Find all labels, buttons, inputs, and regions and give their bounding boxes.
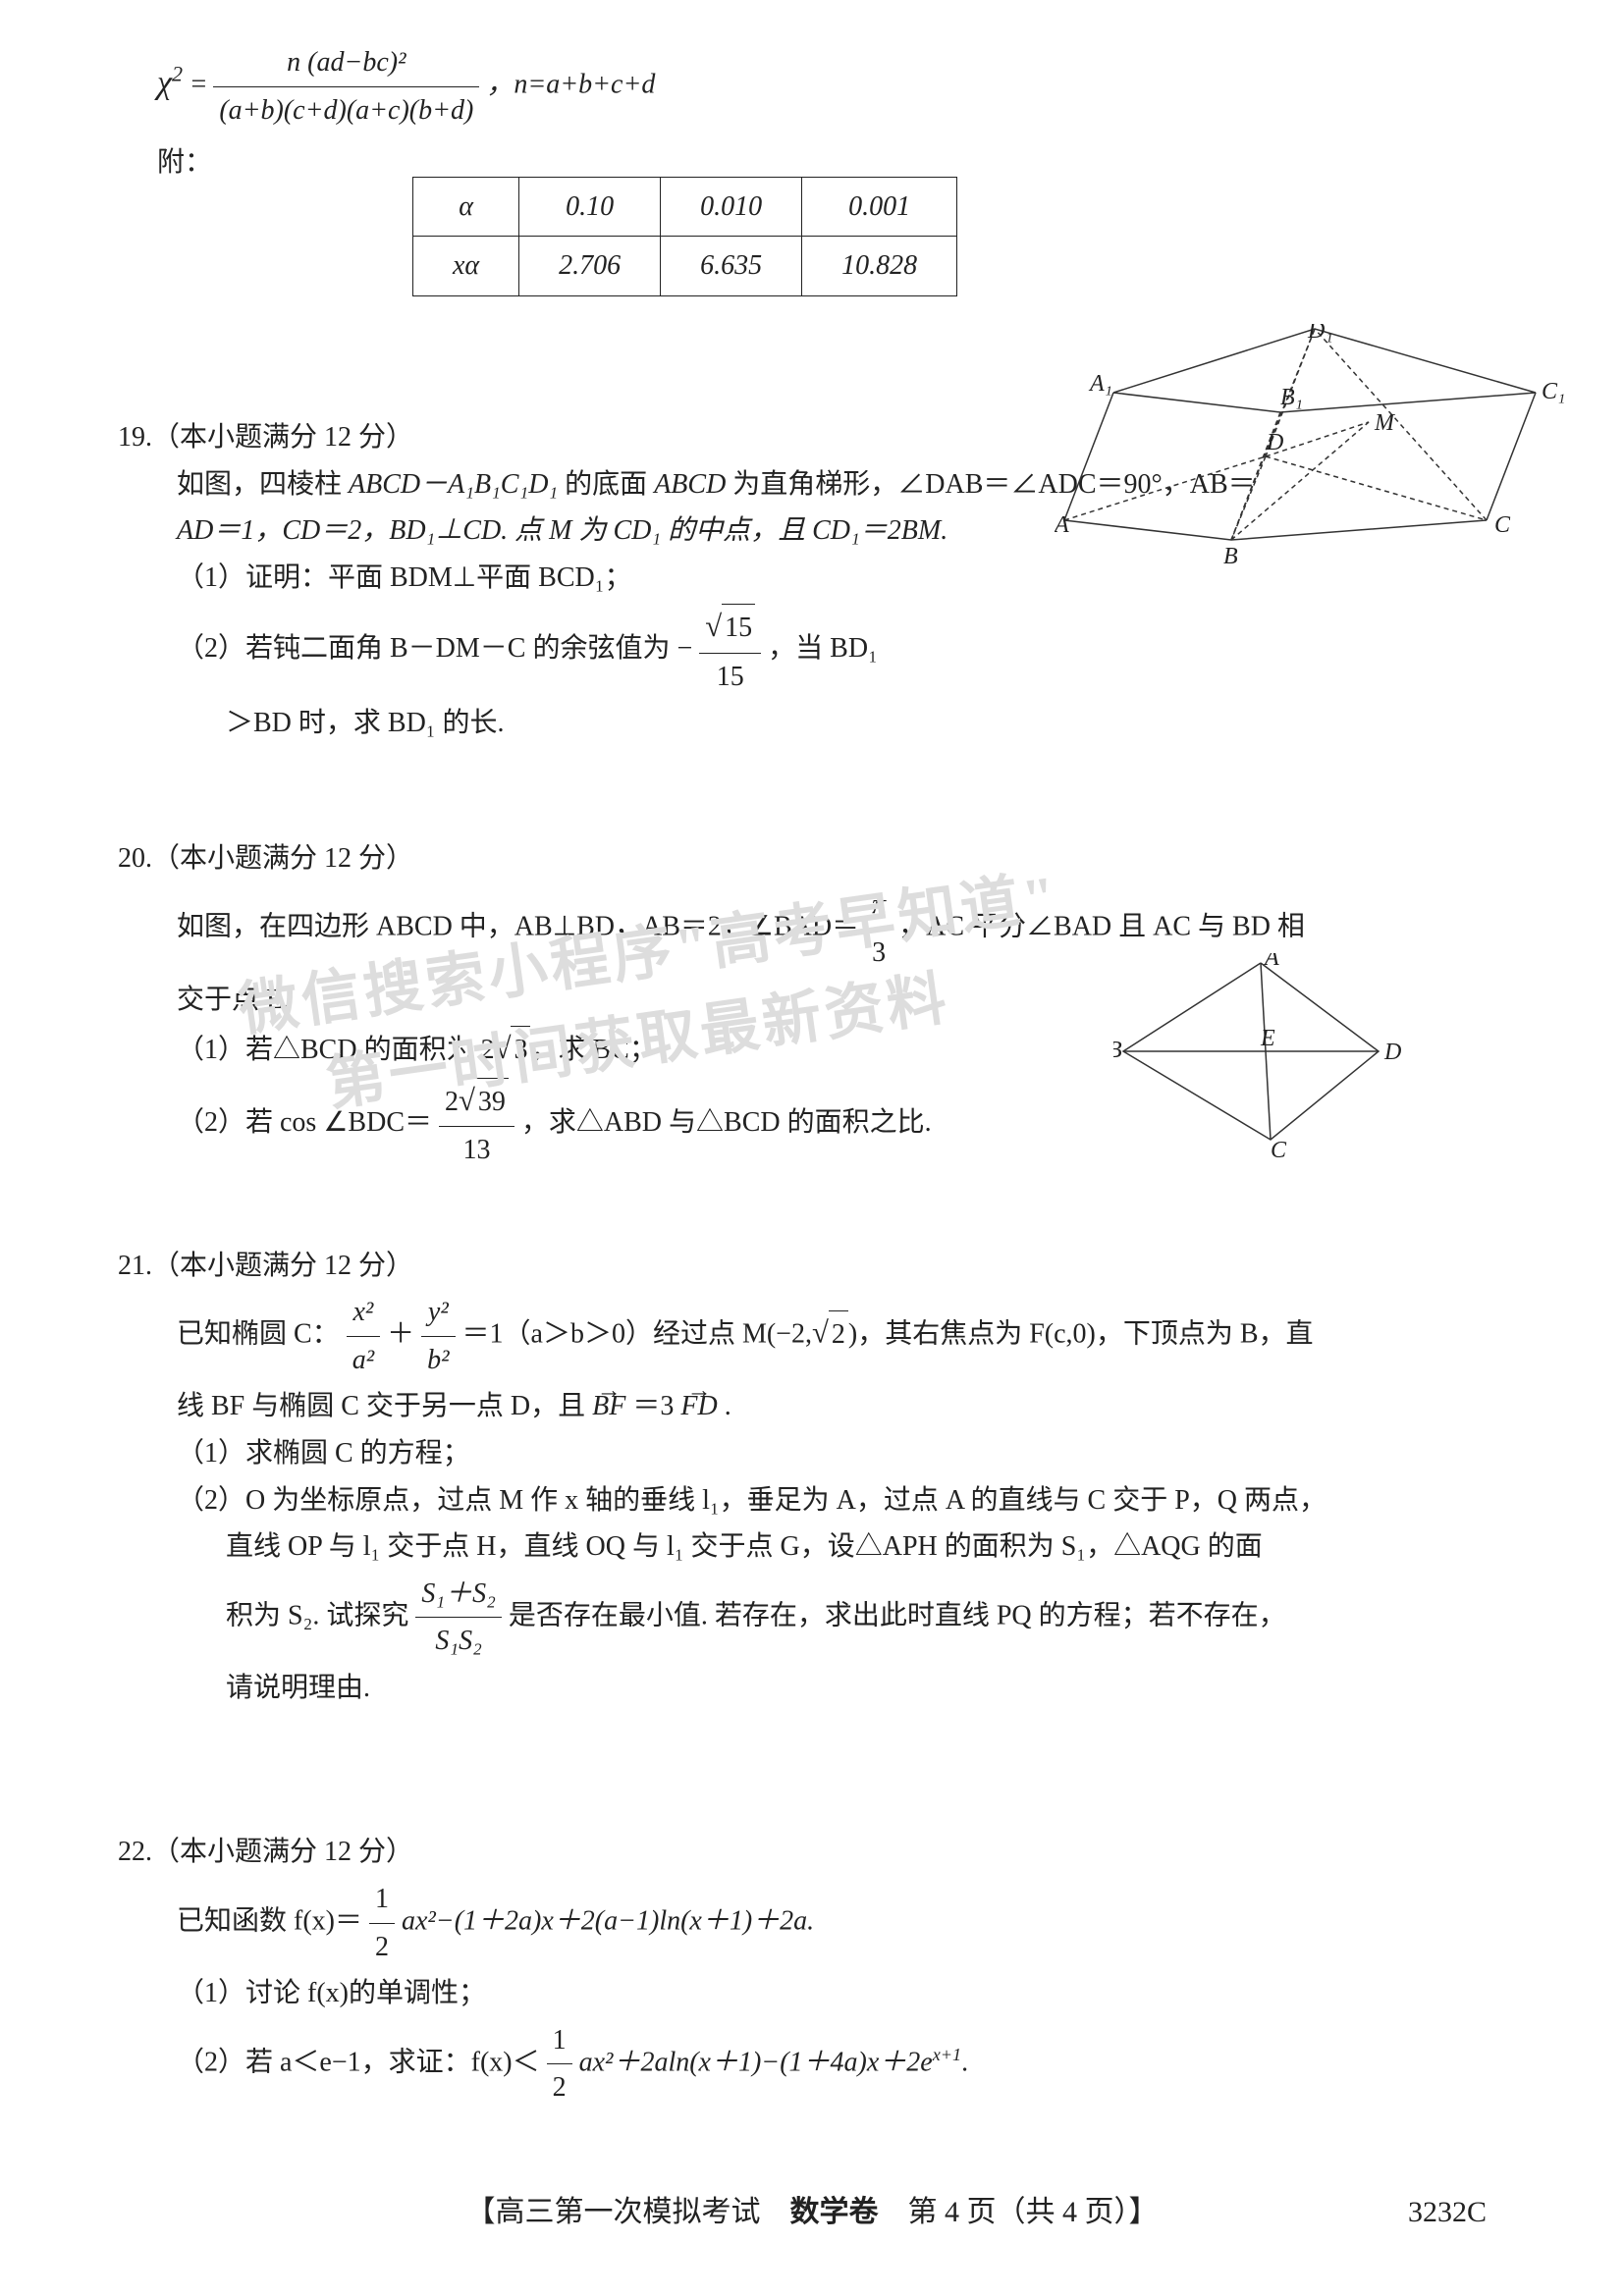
- appendix-label: 附：: [157, 147, 212, 178]
- q22-half-fraction: 1 2: [369, 1876, 395, 1970]
- q20-angle-fraction: π 3: [866, 881, 892, 976]
- svg-text:C: C: [1494, 512, 1511, 538]
- problem-22: 22.（本小题满分 12 分） 已知函数 f(x)＝ 1 2 ax²−(1＋2a…: [118, 1829, 1506, 2111]
- svg-text:C₁: C₁: [1542, 379, 1565, 404]
- chi-fraction: n (ad−bc)² (a+b)(c+d)(a+c)(b+d): [213, 39, 479, 133]
- q19-figure: A B C D A₁ B₁ C₁ D₁ M: [1055, 324, 1565, 595]
- vector-bf: BF: [592, 1391, 625, 1421]
- table-row: α 0.10 0.010 0.001: [413, 177, 957, 237]
- vector-fd: FD: [680, 1391, 717, 1421]
- prism-diagram: A B C D A₁ B₁ C₁ D₁ M: [1055, 324, 1565, 579]
- q21-ellipse-term2: y² b²: [421, 1289, 455, 1383]
- svg-text:E: E: [1260, 1026, 1275, 1051]
- q20-cos-fraction: 2√39 13: [439, 1075, 514, 1174]
- svg-text:B: B: [1113, 1038, 1122, 1063]
- chi-letter: χ: [157, 65, 172, 101]
- svg-text:D: D: [1266, 430, 1283, 455]
- chi-square-table: α 0.10 0.010 0.001 xα 2.706 6.635 10.828: [412, 177, 957, 296]
- svg-text:B₁: B₁: [1280, 385, 1303, 410]
- problem-20: 20.（本小题满分 12 分） 如图，在四边形 ABCD 中，AB⊥BD，AB＝…: [118, 835, 1506, 1174]
- svg-text:B: B: [1223, 544, 1238, 569]
- svg-text:D: D: [1383, 1040, 1401, 1065]
- svg-text:A₁: A₁: [1088, 371, 1112, 397]
- q19-fraction: √15 15: [699, 601, 761, 700]
- problem-19: 19.（本小题满分 12 分） 如图，四棱柱 ABCD－A₁B₁C₁D₁ 的底面…: [118, 414, 1506, 747]
- problem-21: 21.（本小题满分 12 分） 已知椭圆 C： x² a² ＋ y² b² ＝1…: [118, 1243, 1506, 1712]
- chi-square-formula: χ2 = n (ad−bc)² (a+b)(c+d)(a+c)(b+d) ，n=…: [157, 39, 1506, 133]
- svg-text:M: M: [1374, 410, 1396, 436]
- svg-text:C: C: [1271, 1138, 1287, 1159]
- svg-text:A: A: [1263, 953, 1279, 971]
- page-code: 3232C: [1408, 2187, 1487, 2237]
- svg-text:D₁: D₁: [1307, 324, 1333, 344]
- q22-half-fraction-2: 1 2: [547, 2017, 572, 2111]
- q20-figure: A B D C E: [1113, 953, 1408, 1175]
- svg-text:A: A: [1055, 512, 1069, 538]
- table-row: xα 2.706 6.635 10.828: [413, 237, 957, 296]
- q21-s-fraction: S₁＋S₂ S₁S₂: [415, 1571, 501, 1665]
- q21-ellipse-term1: x² a²: [347, 1289, 380, 1383]
- quadrilateral-diagram: A B D C E: [1113, 953, 1408, 1159]
- page-footer: 【高三第一次模拟考试 数学卷 第 4 页（共 4 页）】: [0, 2187, 1624, 2237]
